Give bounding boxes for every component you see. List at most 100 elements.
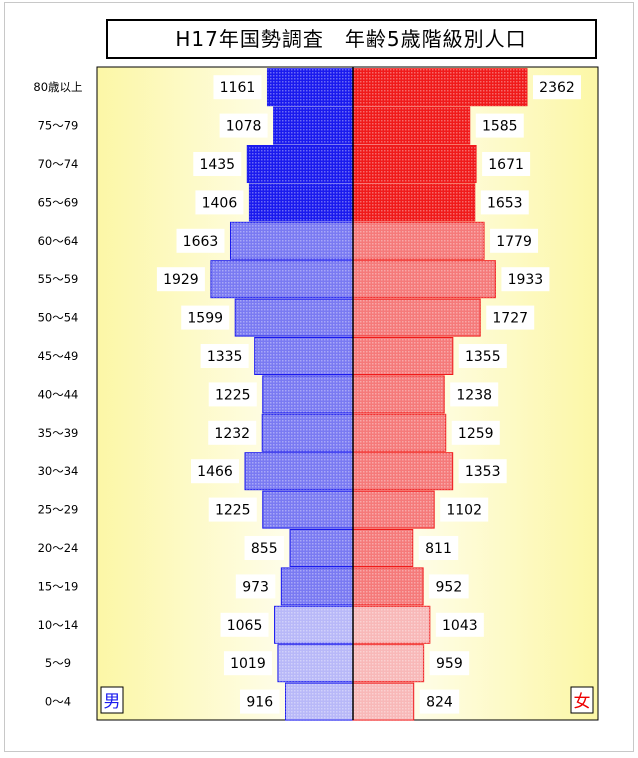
male-value-bg bbox=[208, 420, 257, 445]
female-bar-texture bbox=[353, 529, 413, 567]
female-bar-texture bbox=[353, 491, 435, 529]
female-bar-texture bbox=[353, 107, 470, 145]
female-value-label: 2362 bbox=[539, 80, 575, 96]
female-value-label: 1585 bbox=[482, 119, 518, 135]
male-value-label: 973 bbox=[242, 579, 269, 595]
male-bar-texture bbox=[281, 567, 353, 605]
female-bar-texture bbox=[353, 414, 446, 452]
female-value-bg bbox=[418, 536, 459, 560]
age-tick-label: 35～39 bbox=[38, 426, 79, 440]
male-value-bg bbox=[200, 344, 249, 368]
female-value-bg bbox=[458, 344, 507, 368]
male-value-bg bbox=[244, 536, 285, 560]
female-value-bg bbox=[486, 305, 535, 330]
male-value-label: 1225 bbox=[215, 387, 251, 403]
male-value-label: 1435 bbox=[199, 157, 235, 173]
male-value-label: 855 bbox=[251, 541, 278, 557]
female-bar-texture bbox=[353, 375, 445, 413]
male-value-bg bbox=[195, 190, 244, 215]
male-bar-texture bbox=[273, 107, 353, 145]
age-tick-label: 80歳以上 bbox=[33, 80, 82, 94]
female-bar-texture bbox=[353, 260, 496, 298]
male-value-bg bbox=[208, 497, 257, 522]
female-value-bg bbox=[429, 651, 470, 676]
female-bar-texture bbox=[353, 145, 477, 183]
male-value-label: 1161 bbox=[220, 80, 256, 96]
age-tick-label: 60～64 bbox=[38, 234, 79, 248]
male-value-label: 1663 bbox=[183, 234, 219, 250]
female-value-label: 1102 bbox=[446, 503, 482, 519]
female-bar-texture bbox=[353, 683, 414, 721]
female-value-bg bbox=[435, 612, 484, 637]
male-bar-texture bbox=[290, 529, 353, 567]
male-value-bg bbox=[219, 113, 268, 138]
female-value-bg bbox=[475, 113, 524, 138]
female-value-label: 824 bbox=[426, 695, 453, 711]
female-bar-texture bbox=[353, 68, 527, 106]
male-bar-texture bbox=[285, 683, 353, 721]
female-value-bg bbox=[490, 228, 539, 253]
age-tick-label: 10～14 bbox=[38, 618, 79, 632]
male-legend-label: 男 bbox=[104, 692, 121, 712]
male-value-bg bbox=[235, 574, 276, 599]
age-tick-label: 15～19 bbox=[38, 579, 79, 593]
chart-frame bbox=[4, 2, 634, 752]
male-value-bg bbox=[191, 459, 240, 484]
male-bar-texture bbox=[245, 452, 353, 490]
male-legend-box bbox=[100, 686, 124, 714]
age-tick-label: 65～69 bbox=[38, 195, 79, 209]
male-bar-texture bbox=[274, 606, 353, 644]
female-value-bg bbox=[533, 75, 581, 100]
female-value-label: 1353 bbox=[465, 464, 501, 480]
chart-title: H17年国勢調査 年齢5歳階級別人口 bbox=[175, 27, 526, 51]
female-bar-texture bbox=[353, 337, 453, 375]
female-bar-texture bbox=[353, 567, 424, 605]
female-value-label: 1043 bbox=[442, 618, 478, 634]
male-value-label: 1078 bbox=[226, 119, 262, 135]
female-value-label: 1355 bbox=[465, 349, 501, 365]
male-bar-texture bbox=[277, 644, 353, 682]
female-bar-texture bbox=[353, 452, 453, 490]
age-tick-label: 55～59 bbox=[38, 272, 79, 286]
female-value-bg bbox=[480, 190, 529, 215]
female-value-label: 1933 bbox=[508, 272, 544, 288]
labels-group: 80歳以上 1161 2362 75～79 1078 1585 70～74 1435 1671 6… bbox=[33, 75, 581, 714]
female-value-bg bbox=[440, 497, 489, 522]
age-tick-label: 30～34 bbox=[38, 464, 79, 478]
male-bar-texture bbox=[247, 145, 353, 183]
female-value-bg bbox=[482, 152, 531, 176]
age-tick-label: 25～29 bbox=[38, 503, 79, 517]
male-bar-texture bbox=[267, 68, 353, 106]
male-value-label: 1406 bbox=[202, 195, 238, 211]
female-value-label: 959 bbox=[436, 656, 463, 672]
male-bar-texture bbox=[262, 375, 353, 413]
male-value-bg bbox=[213, 75, 262, 100]
male-value-bg bbox=[193, 152, 242, 176]
male-bar-texture bbox=[210, 260, 353, 298]
female-value-label: 1671 bbox=[488, 157, 524, 173]
female-bar-texture bbox=[353, 299, 481, 337]
male-value-bg bbox=[176, 228, 225, 253]
male-value-label: 1065 bbox=[227, 618, 263, 634]
female-value-label: 952 bbox=[436, 579, 463, 595]
male-value-label: 1466 bbox=[197, 464, 233, 480]
male-value-label: 1335 bbox=[207, 349, 243, 365]
male-bar-texture bbox=[230, 222, 353, 260]
male-bar-texture bbox=[262, 414, 353, 452]
male-bar-texture bbox=[254, 337, 353, 375]
female-value-label: 811 bbox=[425, 541, 452, 557]
male-value-label: 1929 bbox=[163, 272, 199, 288]
female-value-label: 1238 bbox=[456, 387, 492, 403]
female-value-bg bbox=[501, 267, 550, 292]
male-bar-texture bbox=[262, 491, 353, 529]
male-bar-texture bbox=[249, 183, 353, 221]
female-bar-texture bbox=[353, 222, 485, 260]
age-tick-label: 75～79 bbox=[38, 119, 79, 133]
female-value-label: 1653 bbox=[487, 195, 523, 211]
female-value-bg bbox=[419, 689, 460, 714]
age-tick-label: 40～44 bbox=[38, 387, 79, 401]
female-value-label: 1727 bbox=[492, 311, 528, 327]
male-value-bg bbox=[240, 689, 280, 714]
female-value-label: 1259 bbox=[458, 426, 494, 442]
female-legend-box bbox=[570, 686, 594, 714]
